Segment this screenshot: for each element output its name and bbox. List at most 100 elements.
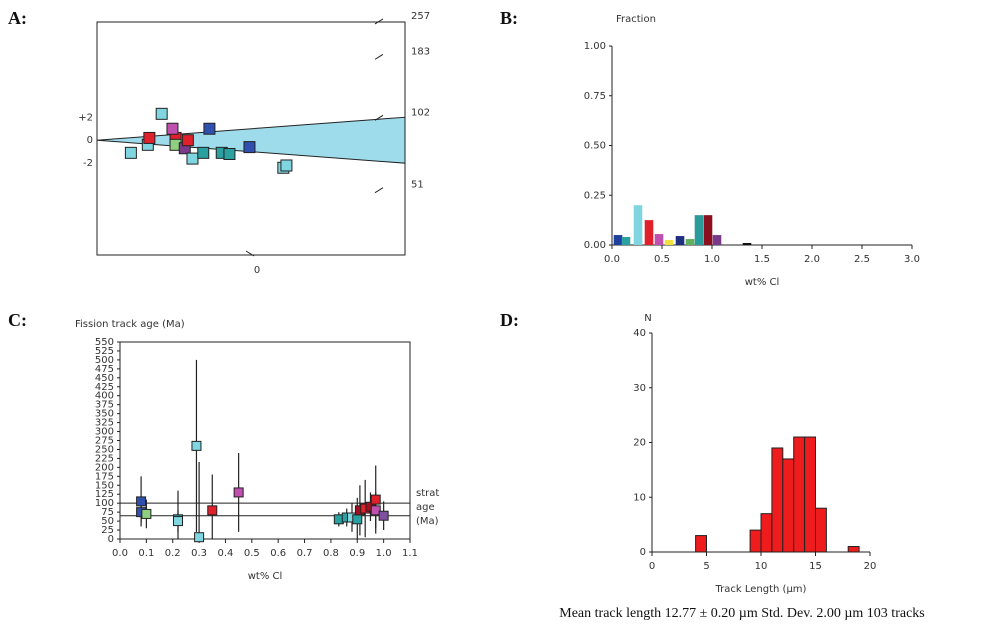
x-axis-label: wt% Cl bbox=[248, 571, 283, 582]
data-point bbox=[166, 122, 179, 135]
data-point bbox=[194, 532, 205, 543]
y-tick-label: 475 bbox=[95, 364, 114, 375]
x-tick-label: 0.0 bbox=[112, 548, 128, 559]
bar bbox=[694, 215, 704, 245]
bar bbox=[675, 236, 685, 245]
y-tick-label: 20 bbox=[633, 438, 646, 449]
y-tick-label: 0.00 bbox=[584, 240, 606, 251]
data-point bbox=[378, 510, 389, 521]
y-tick-label: 550 bbox=[95, 337, 114, 348]
x-tick-label: 0 bbox=[649, 561, 655, 572]
data-point bbox=[173, 516, 183, 527]
histogram-bar bbox=[815, 507, 827, 553]
y-tick-label: 1.00 bbox=[584, 41, 606, 52]
x-tick-label: 0.2 bbox=[165, 548, 181, 559]
x-axis-label: Track Length (µm) bbox=[715, 584, 807, 595]
y-tick-label: 300 bbox=[95, 427, 114, 438]
y-tick-label: 275 bbox=[95, 436, 114, 447]
y-tick-label: 0.50 bbox=[584, 141, 606, 152]
bar bbox=[654, 234, 664, 245]
x-tick-label: 0.3 bbox=[191, 548, 207, 559]
radial-tick-label: 257 bbox=[411, 11, 430, 22]
data-point bbox=[280, 159, 293, 172]
y-tick-label: 400 bbox=[95, 391, 114, 402]
x-tick-label: 1.1 bbox=[402, 548, 418, 559]
x-tick-label: 0.0 bbox=[604, 254, 620, 265]
chart-title: Fission track age (Ma) bbox=[75, 319, 185, 330]
data-point bbox=[197, 146, 210, 159]
data-point bbox=[207, 505, 218, 516]
y-tick-label: 450 bbox=[95, 373, 114, 384]
histogram-bar bbox=[793, 436, 806, 553]
y-tick-label: 250 bbox=[95, 444, 114, 455]
y-tick-label: 500 bbox=[95, 355, 114, 366]
annotation: age bbox=[416, 502, 435, 513]
y-tick-label: 75 bbox=[101, 507, 114, 518]
y-tick-label: +2 bbox=[78, 112, 93, 123]
x-tick-label: 0 bbox=[254, 265, 260, 276]
y-tick-label: 0 bbox=[87, 135, 93, 146]
x-tick-label: 1.0 bbox=[376, 548, 392, 559]
y-tick-label: 100 bbox=[95, 498, 114, 509]
data-point bbox=[191, 440, 202, 451]
x-tick-label: 0.4 bbox=[218, 548, 234, 559]
annotation: strat bbox=[416, 488, 439, 499]
bar bbox=[703, 215, 713, 245]
x-tick-label: 0.9 bbox=[349, 548, 365, 559]
histogram-bar bbox=[760, 513, 773, 553]
radial-tick-label: 183 bbox=[411, 46, 430, 57]
radial-tick bbox=[374, 53, 384, 60]
x-tick-label: 1.5 bbox=[754, 254, 770, 265]
y-tick-label: 350 bbox=[95, 409, 114, 420]
y-tick-label: 0.25 bbox=[584, 190, 606, 201]
data-point bbox=[155, 107, 168, 120]
data-point bbox=[186, 152, 199, 165]
histogram-bar bbox=[847, 546, 860, 553]
chart-title: Fraction bbox=[616, 14, 656, 25]
chart-title: N bbox=[644, 313, 651, 324]
data-point bbox=[141, 508, 152, 519]
y-tick-label: 50 bbox=[101, 516, 114, 527]
radial-tick bbox=[374, 114, 384, 121]
x-tick-label: 0.8 bbox=[323, 548, 339, 559]
y-tick-label: 25 bbox=[101, 525, 114, 536]
data-point bbox=[223, 147, 236, 160]
y-tick-label: 425 bbox=[95, 382, 114, 393]
x-tick-label: 0.6 bbox=[270, 548, 286, 559]
panel-label: B: bbox=[500, 8, 518, 28]
data-point bbox=[143, 131, 156, 144]
histogram-bar bbox=[695, 535, 707, 553]
bar bbox=[712, 235, 722, 245]
radial-tick bbox=[374, 187, 384, 194]
panel-label: C: bbox=[8, 310, 27, 330]
bar bbox=[742, 243, 752, 245]
y-tick-label: 10 bbox=[633, 492, 646, 503]
histogram-bar bbox=[782, 458, 795, 553]
data-point bbox=[124, 146, 137, 159]
y-tick-label: 0 bbox=[640, 547, 646, 558]
bar bbox=[685, 239, 695, 245]
annotation: (Ma) bbox=[416, 516, 439, 527]
radial-tick-label: 51 bbox=[411, 180, 424, 191]
data-point bbox=[181, 134, 194, 147]
x-tick-label: 20 bbox=[864, 561, 877, 572]
bar bbox=[633, 205, 643, 245]
x-axis-label: wt% Cl bbox=[745, 277, 780, 288]
data-point bbox=[243, 141, 256, 154]
data-point bbox=[370, 494, 381, 505]
radial-tick-label: 102 bbox=[411, 107, 430, 118]
y-tick-label: 150 bbox=[95, 480, 114, 491]
panel-label: D: bbox=[500, 310, 519, 330]
bar bbox=[613, 235, 623, 245]
x-tick-label: 0.7 bbox=[297, 548, 313, 559]
histogram-bar bbox=[804, 436, 816, 553]
radial-tick bbox=[374, 18, 384, 25]
data-point bbox=[203, 122, 216, 135]
data-point bbox=[233, 487, 244, 498]
y-tick-label: 0.75 bbox=[584, 91, 606, 102]
data-point bbox=[370, 505, 381, 516]
bar bbox=[664, 240, 674, 245]
x-tick-label: 2.5 bbox=[854, 254, 870, 265]
x-tick-label: 0.1 bbox=[138, 548, 154, 559]
